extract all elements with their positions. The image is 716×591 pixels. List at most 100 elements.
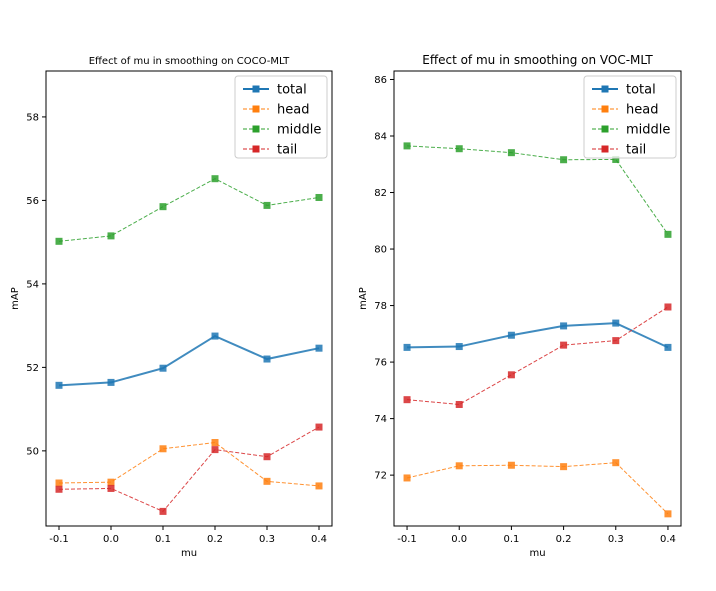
data-point-tail	[664, 303, 672, 311]
legend: total head middle tail	[583, 75, 677, 159]
data-point-head	[263, 477, 271, 485]
series-line-middle	[58, 178, 320, 242]
data-point-head	[107, 478, 115, 486]
data-point-head	[612, 459, 620, 467]
data-point-total	[507, 331, 515, 339]
legend: total head middle tail	[234, 75, 328, 159]
legend-marker-head	[601, 105, 609, 113]
series-tail	[403, 303, 672, 408]
legend-marker-tail	[601, 145, 609, 153]
data-point-middle	[612, 155, 620, 163]
legend-marker-middle	[601, 125, 609, 133]
data-point-head	[507, 461, 515, 469]
series-total	[403, 319, 672, 351]
data-point-tail	[263, 453, 271, 461]
data-point-middle	[107, 232, 115, 240]
y-tick-label: 56	[26, 196, 39, 207]
legend-marker-middle	[252, 125, 260, 133]
x-tick-label: 0.1	[155, 534, 171, 545]
legend-label-head: head	[626, 103, 658, 118]
y-tick-label: 78	[374, 301, 387, 312]
x-tick-label: 0.0	[103, 534, 119, 545]
legend-label-tail: tail	[626, 143, 646, 158]
data-point-middle	[560, 156, 568, 164]
legend-label-total: total	[626, 83, 656, 98]
legend-label-middle: middle	[277, 123, 321, 138]
x-tick-label: 0.0	[451, 534, 467, 545]
chart-coco-mlt: Effect of mu in smoothing on COCO-MLT -0.…	[10, 56, 333, 559]
y-tick-label: 84	[374, 132, 387, 143]
x-tick-label: 0.2	[207, 534, 223, 545]
y-tick-label: 76	[374, 358, 387, 369]
legend-box	[583, 75, 677, 159]
series-line-head	[406, 462, 669, 515]
series-line-middle	[407, 145, 669, 235]
data-point-tail	[403, 396, 411, 404]
series-line-total	[58, 334, 320, 387]
data-point-tail	[612, 337, 620, 345]
data-point-total	[403, 343, 411, 351]
x-tick-label: 0.1	[503, 534, 519, 545]
y-tick-label: 74	[374, 414, 387, 425]
x-tick-label: -0.1	[397, 534, 417, 545]
x-tick-label: -0.1	[49, 534, 69, 545]
data-point-head	[455, 462, 463, 470]
data-point-tail	[507, 371, 515, 379]
x-tick-label: 0.4	[660, 534, 676, 545]
y-tick-label: 50	[26, 446, 39, 457]
chart-title: Effect of mu in smoothing on VOC-MLT	[422, 53, 653, 67]
series-middle	[55, 175, 323, 245]
data-point-total	[159, 364, 167, 372]
y-tick-label: 86	[374, 75, 387, 86]
data-point-middle	[55, 237, 63, 245]
data-point-total	[664, 343, 672, 351]
data-point-head	[55, 479, 63, 487]
x-axis-title: mu	[181, 548, 197, 559]
y-tick-label: 82	[374, 188, 387, 199]
plot-frame	[393, 70, 682, 527]
data-point-head	[159, 445, 167, 453]
series-line-head	[58, 441, 320, 487]
data-point-tail	[560, 341, 568, 349]
y-tick-label: 54	[26, 279, 39, 290]
legend-marker-tail	[252, 145, 260, 153]
legend-label-head: head	[277, 103, 309, 118]
series-line-tail	[58, 426, 320, 512]
legend-marker-total	[601, 85, 609, 93]
data-point-middle	[455, 145, 463, 153]
plot-frame	[45, 70, 333, 527]
data-point-head	[211, 439, 219, 447]
data-point-head	[560, 463, 568, 471]
series-line-total	[407, 322, 669, 349]
x-tick-label: 0.2	[556, 534, 572, 545]
series-total	[55, 332, 323, 389]
data-point-total	[612, 319, 620, 327]
data-point-head	[403, 474, 411, 482]
y-axis-title: mAP	[10, 287, 21, 310]
y-tick-label: 80	[374, 245, 387, 256]
series-head	[403, 459, 672, 518]
data-point-total	[107, 378, 115, 386]
data-point-total	[560, 322, 568, 330]
x-tick-label: 0.3	[608, 534, 624, 545]
data-point-total	[211, 332, 219, 340]
legend-box	[234, 75, 328, 159]
legend-label-tail: tail	[277, 143, 297, 158]
data-point-tail	[55, 485, 63, 493]
y-tick-label: 58	[26, 112, 39, 123]
x-axis-title: mu	[529, 548, 545, 559]
data-point-total	[455, 343, 463, 351]
data-point-tail	[315, 423, 323, 431]
data-point-middle	[664, 230, 672, 238]
x-tick-label: 0.3	[259, 534, 275, 545]
data-point-tail	[159, 507, 167, 515]
data-point-head	[315, 482, 323, 490]
data-point-middle	[159, 203, 167, 211]
data-point-middle	[211, 175, 219, 183]
data-point-middle	[403, 142, 411, 150]
series-middle	[403, 142, 672, 238]
y-axis-title: mAP	[358, 287, 369, 310]
chart-voc-mlt: Effect of mu in smoothing on VOC-MLT -0.1…	[358, 53, 682, 559]
legend-marker-head	[252, 105, 260, 113]
